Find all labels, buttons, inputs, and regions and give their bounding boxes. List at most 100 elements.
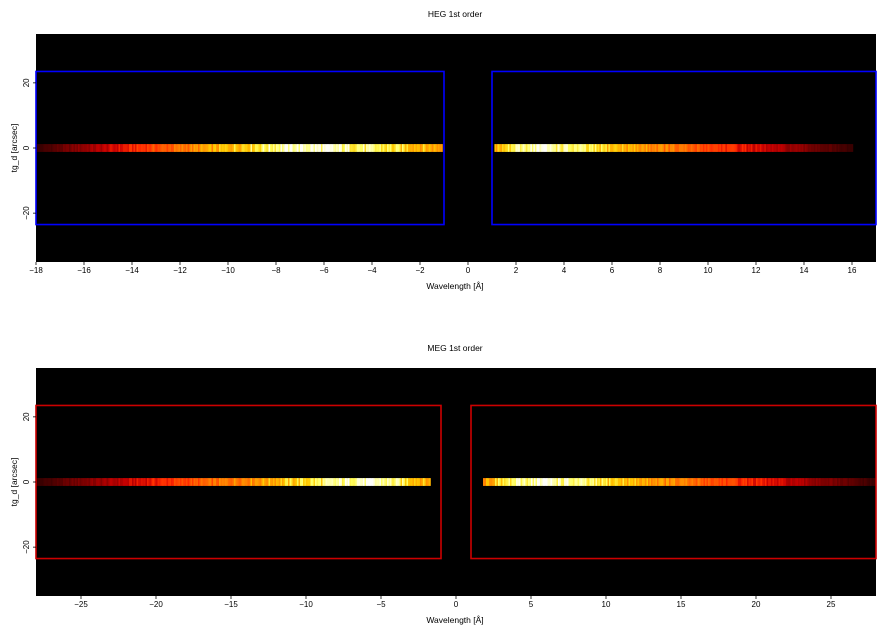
meg-spectrum-cell: [870, 478, 872, 486]
meg-spectrum-cell: [538, 478, 541, 486]
heg-spectrum-cell: [93, 144, 95, 152]
meg-spectrum-cell: [139, 478, 142, 486]
heg-spectrum-cell: [498, 144, 501, 152]
heg-spectrum-cell: [430, 144, 433, 152]
heg-spectrum-cell: [537, 144, 540, 152]
heg-spectrum-cell: [438, 144, 440, 152]
meg-spectrum-cell: [541, 478, 544, 486]
heg-spectrum-cell: [102, 144, 104, 152]
heg-x-tick-label: 16: [848, 266, 857, 275]
meg-spectrum-cell: [813, 478, 815, 486]
heg-spectrum-cell: [720, 144, 723, 152]
heg-spectrum-cell: [510, 144, 513, 152]
meg-spectrum-cell: [283, 478, 286, 486]
heg-spectrum-cell: [837, 144, 840, 152]
meg-spectrum-cell: [286, 478, 289, 486]
heg-spectrum-cell: [582, 144, 585, 152]
heg-spectrum-cell: [45, 144, 47, 152]
meg-spectrum-cell: [816, 478, 818, 486]
heg-spectrum-cell: [73, 144, 76, 152]
heg-spectrum-cell: [414, 144, 416, 152]
heg-spectrum-cell: [259, 144, 262, 152]
heg-spectrum-cell: [79, 144, 82, 152]
heg-spectrum-cell: [747, 144, 750, 152]
heg-spectrum-cell: [638, 144, 641, 152]
heg-spectrum-cell: [591, 144, 594, 152]
meg-spectrum-cell: [748, 478, 751, 486]
meg-x-tick-label: 0: [454, 600, 459, 609]
meg-spectrum-cell: [693, 478, 695, 486]
meg-spectrum-cell: [637, 478, 640, 486]
meg-spectrum-cell: [151, 478, 154, 486]
heg-spectrum-cell: [381, 144, 383, 152]
heg-spectrum-cell: [609, 144, 612, 152]
heg-spectrum-cell: [813, 144, 816, 152]
heg-spectrum-cell: [256, 144, 259, 152]
meg-spectrum-cell: [118, 478, 121, 486]
heg-spectrum-cell: [379, 144, 382, 152]
meg-spectrum-cell: [768, 478, 770, 486]
meg-spectrum-cell: [49, 478, 52, 486]
heg-spectrum-cell: [636, 144, 639, 152]
heg-spectrum-cell: [507, 144, 510, 152]
heg-spectrum-cell: [714, 144, 717, 152]
meg-spectrum-cell: [507, 478, 509, 486]
heg-x-tick-label: −12: [173, 266, 187, 275]
meg-spectrum-cell: [801, 478, 803, 486]
heg-spectrum-cell: [848, 144, 851, 152]
meg-spectrum-cell: [831, 478, 833, 486]
meg-spectrum-cell: [621, 478, 623, 486]
meg-spectrum-cell: [355, 478, 358, 486]
heg-spectrum-cell: [127, 144, 130, 152]
heg-spectrum-cell: [564, 144, 567, 152]
meg-spectrum-cell: [166, 478, 169, 486]
heg-spectrum-cell: [66, 144, 68, 152]
meg-spectrum-cell: [346, 478, 349, 486]
heg-spectrum-cell: [560, 144, 563, 152]
meg-spectrum-cell: [612, 478, 614, 486]
heg-spectrum-cell: [777, 144, 780, 152]
meg-spectrum-cell: [189, 478, 191, 486]
meg-spectrum-cell: [138, 478, 140, 486]
heg-spectrum-cell: [704, 144, 707, 152]
heg-spectrum-cell: [336, 144, 338, 152]
heg-spectrum-cell: [225, 144, 227, 152]
heg-spectrum-cell: [312, 144, 314, 152]
meg-spectrum-cell: [306, 478, 308, 486]
heg-spectrum-cell: [672, 144, 675, 152]
heg-spectrum-cell: [184, 144, 187, 152]
meg-spectrum-cell: [391, 478, 394, 486]
heg-spectrum-cell: [273, 144, 275, 152]
meg-spectrum-cell: [399, 478, 401, 486]
meg-spectrum-cell: [111, 478, 113, 486]
meg-spectrum-cell: [783, 478, 785, 486]
heg-spectrum-cell: [825, 144, 828, 152]
heg-spectrum-cell: [97, 144, 100, 152]
meg-spectrum-cell: [832, 478, 835, 486]
meg-spectrum-cell: [852, 478, 854, 486]
meg-spectrum-cell: [757, 478, 760, 486]
meg-spectrum-cell: [760, 478, 763, 486]
meg-y-axis: −20 0 20: [22, 412, 36, 554]
meg-spectrum-cell: [724, 478, 727, 486]
meg-spectrum-cell: [714, 478, 716, 486]
heg-spectrum-cell: [391, 144, 394, 152]
meg-spectrum-cell: [691, 478, 694, 486]
meg-spectrum-cell: [135, 478, 137, 486]
meg-y-tick-label: 20: [22, 412, 31, 421]
heg-spectrum-cell: [96, 144, 98, 152]
meg-spectrum-cell: [340, 478, 343, 486]
meg-spectrum-cell: [328, 478, 331, 486]
meg-spectrum-cell: [160, 478, 163, 486]
meg-spectrum-cell: [627, 478, 629, 486]
meg-spectrum-cell: [523, 478, 526, 486]
meg-spectrum-cell: [243, 478, 245, 486]
meg-spectrum-cell: [156, 478, 158, 486]
meg-spectrum-cell: [313, 478, 316, 486]
meg-spectrum-cell: [150, 478, 152, 486]
heg-spectrum-cell: [105, 144, 107, 152]
meg-spectrum-cell: [43, 478, 46, 486]
meg-spectrum-cell: [153, 478, 155, 486]
meg-spectrum-cell: [163, 478, 166, 486]
meg-spectrum-cell: [723, 478, 725, 486]
